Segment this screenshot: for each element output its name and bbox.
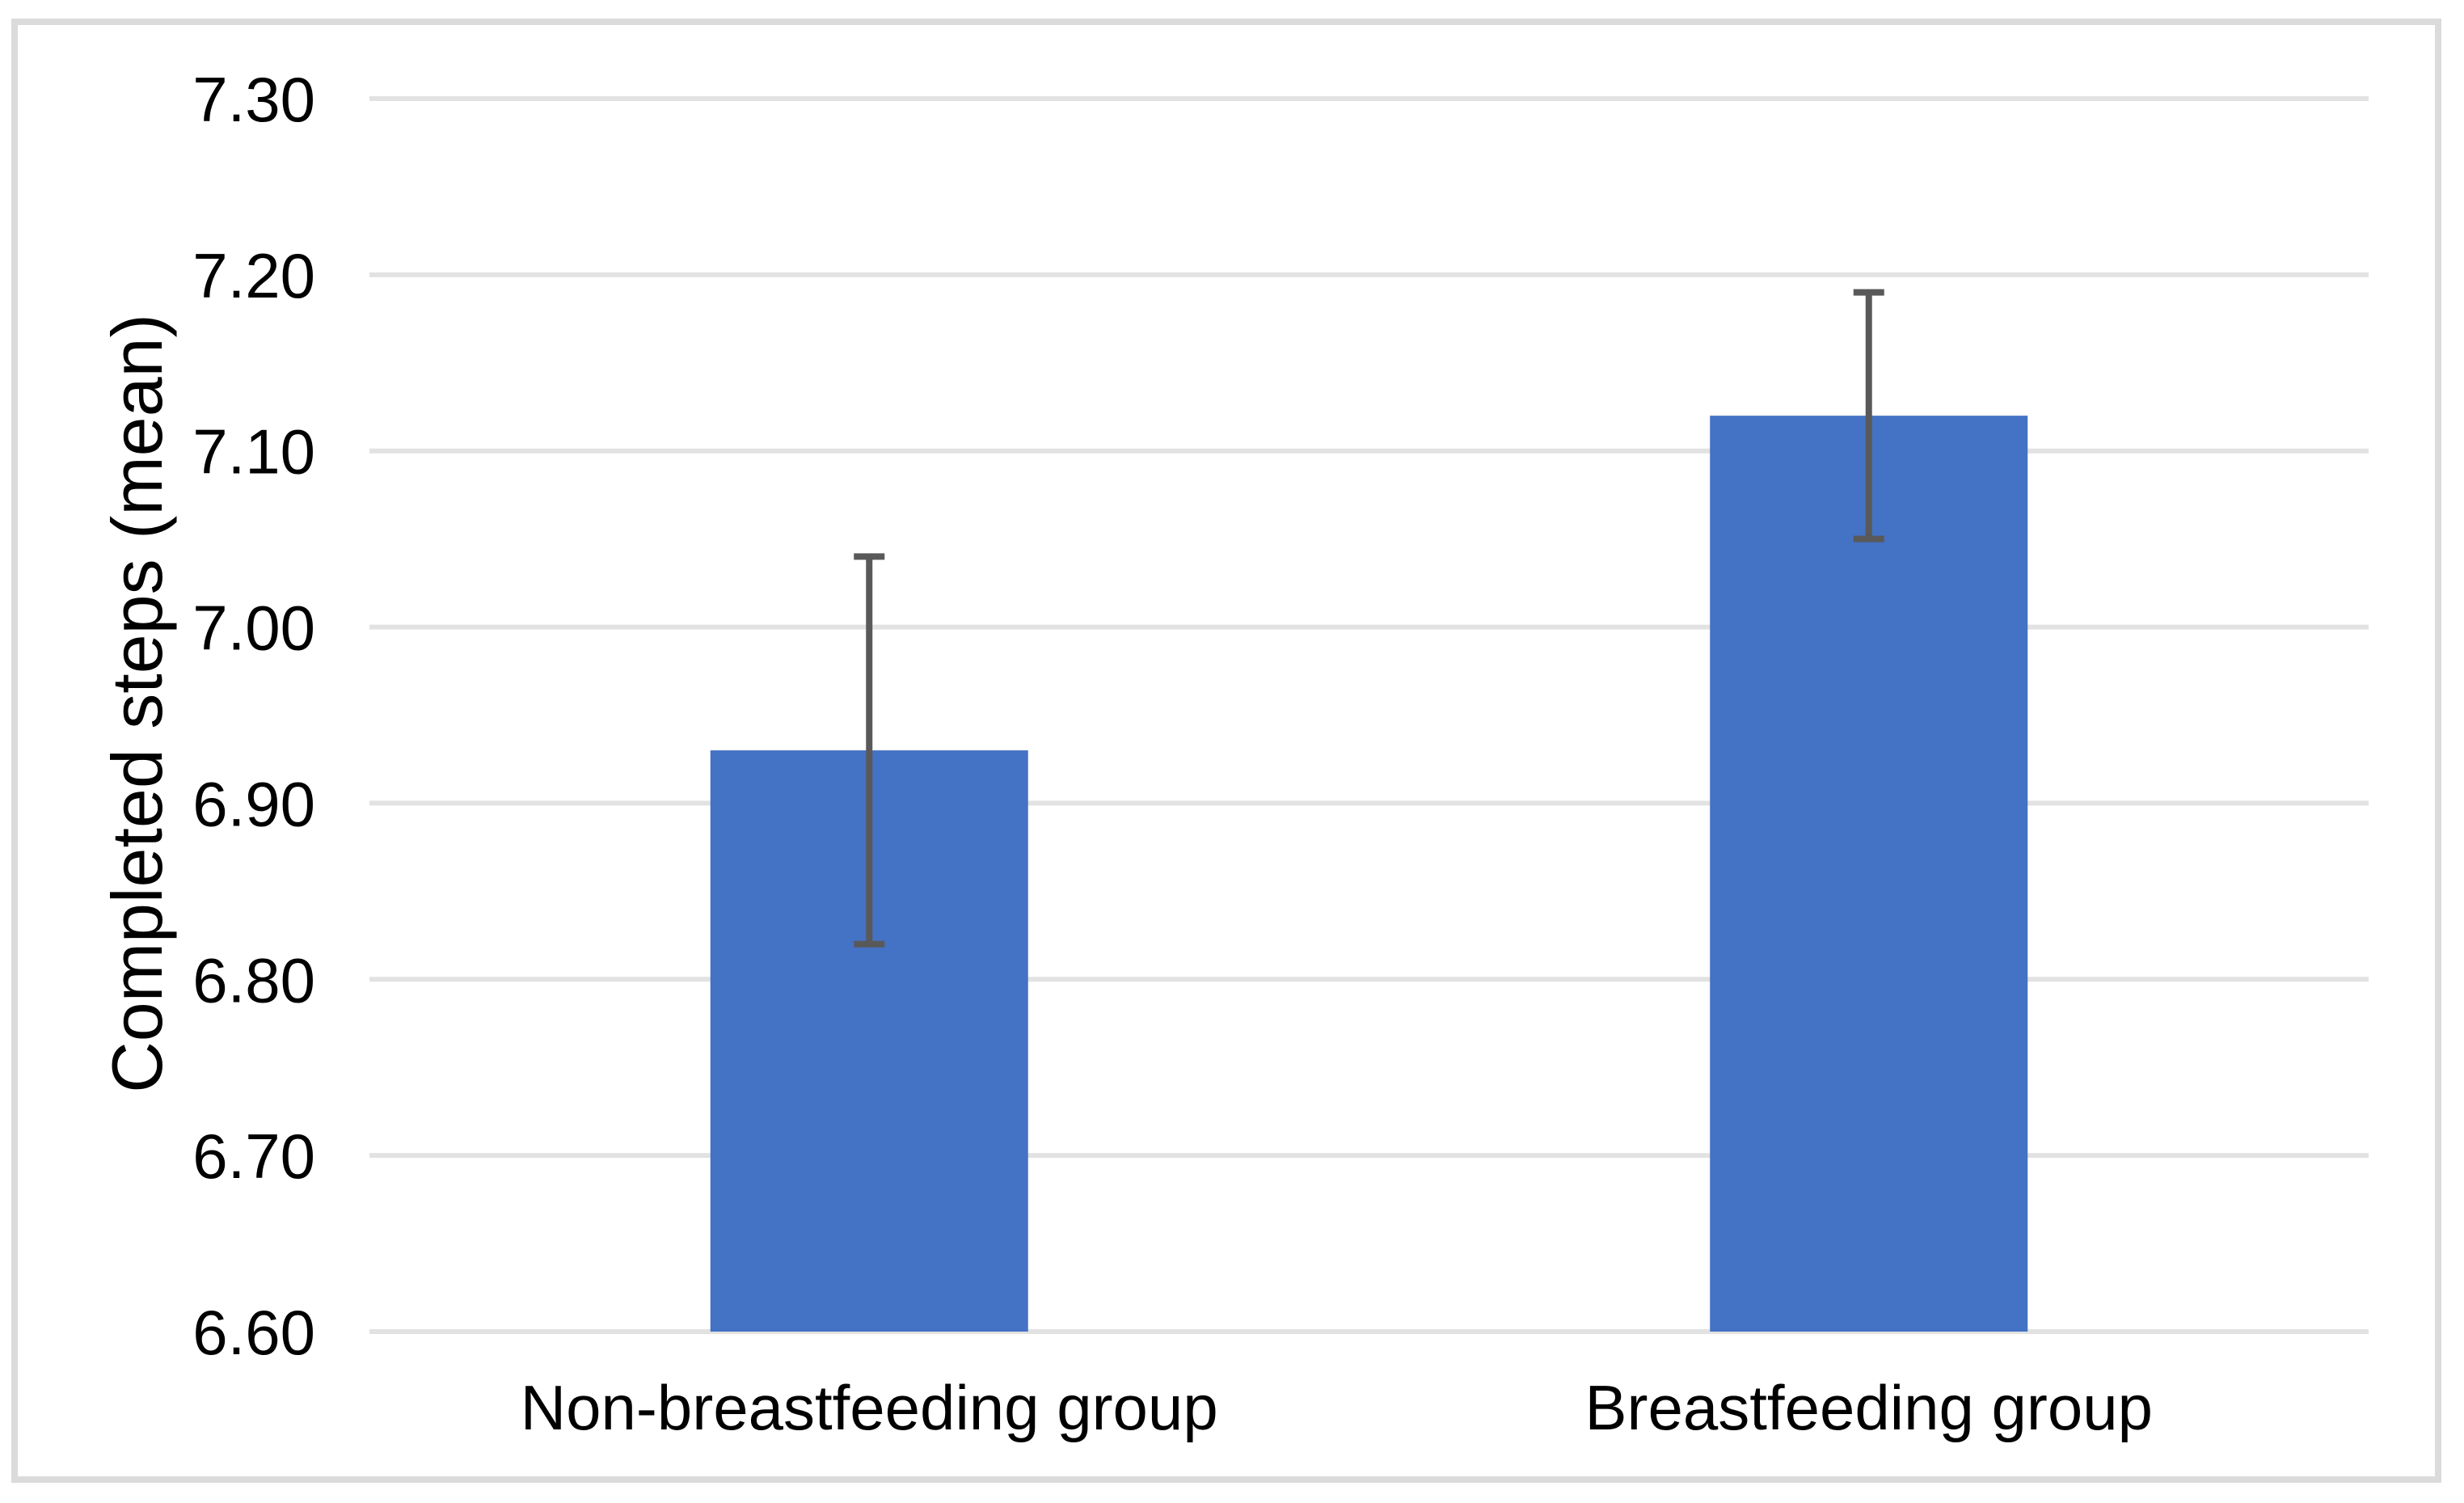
gridlines — [369, 96, 2369, 1334]
y-tick-label: 7.20 — [192, 240, 315, 311]
x-axis-labels: Non-breastfeeding group Breastfeeding gr… — [521, 1372, 2153, 1443]
y-tick-label: 6.90 — [192, 768, 315, 839]
y-tick-label: 7.10 — [192, 416, 315, 488]
y-axis-title: Completed steps (mean) — [97, 314, 177, 1093]
y-tick-label: 6.60 — [192, 1297, 315, 1368]
y-tick-label: 6.70 — [192, 1121, 315, 1192]
y-tick-label: 6.80 — [192, 944, 315, 1015]
error-bars — [854, 289, 1884, 948]
bars — [710, 416, 2028, 1332]
x-category-label: Breastfeeding group — [1585, 1372, 2154, 1443]
figure-border — [11, 19, 2441, 1483]
y-tick-label: 7.00 — [192, 593, 315, 664]
x-category-label: Non-breastfeeding group — [521, 1372, 1218, 1443]
bar — [1710, 416, 2028, 1332]
y-tick-label: 7.30 — [192, 64, 315, 135]
y-axis-tick-labels: 6.60 6.70 6.80 6.90 7.00 7.10 7.20 7.30 — [192, 64, 315, 1368]
